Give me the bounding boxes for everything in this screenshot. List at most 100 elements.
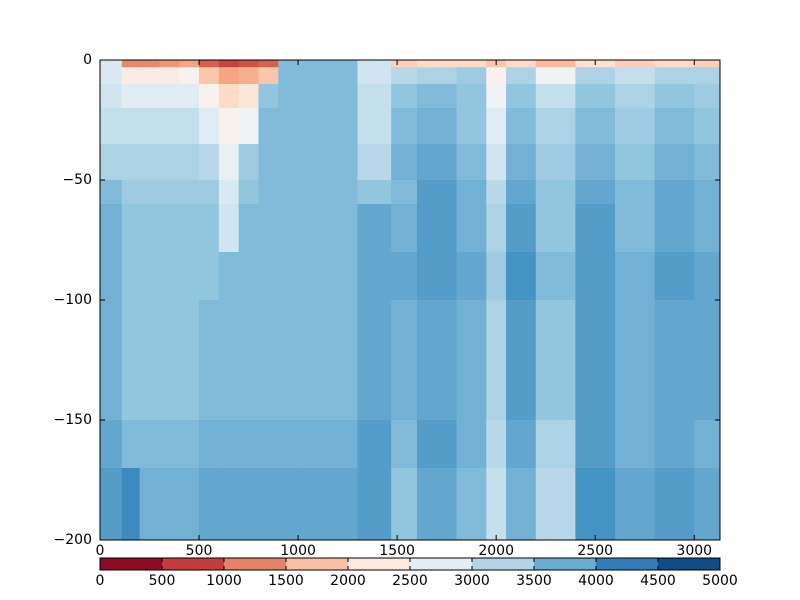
heatmap-cell: [139, 84, 160, 109]
colorbar-tick-label: 2000: [330, 573, 366, 589]
heatmap-cell: [238, 144, 259, 181]
heatmap-cell: [357, 420, 392, 469]
heatmap-cell: [139, 144, 160, 181]
heatmap-cell: [199, 108, 220, 145]
heatmap-cell: [615, 108, 656, 145]
y-tick-label: −50: [62, 172, 92, 188]
heatmap-cell: [179, 67, 200, 85]
heatmap-cell: [199, 84, 220, 109]
heatmap-cell: [258, 60, 279, 68]
heatmap-cell: [121, 84, 141, 109]
heatmap-cell: [100, 67, 123, 85]
heatmap-cell: [391, 144, 418, 181]
heatmap-cell: [258, 67, 279, 85]
heatmap-cell: [278, 420, 299, 469]
heatmap-cell: [456, 144, 487, 181]
heatmap-cell: [391, 420, 418, 469]
heatmap-cell: [694, 204, 721, 253]
heatmap-cell: [179, 468, 200, 541]
heatmap-cell: [238, 300, 259, 421]
heatmap-cell: [278, 252, 299, 301]
heatmap-cell: [456, 420, 487, 469]
y-tick-label: −150: [54, 412, 92, 428]
heatmap-cell: [139, 180, 160, 205]
heatmap-cell: [535, 252, 576, 301]
heatmap-cell: [615, 84, 656, 109]
heatmap-cell: [654, 144, 695, 181]
heatmap-cell: [199, 468, 220, 541]
heatmap-cell: [238, 67, 259, 85]
heatmap-cell: [278, 60, 299, 68]
heatmap-cell: [535, 204, 576, 253]
heatmap-cell: [506, 252, 537, 301]
colorbar-tick-label: 4000: [578, 573, 614, 589]
heatmap-cell: [139, 60, 160, 68]
heatmap-cell: [199, 67, 220, 85]
heatmap-cell: [357, 84, 392, 109]
heatmap-cell: [456, 300, 487, 421]
heatmap-cell: [416, 468, 458, 541]
heatmap-cell: [179, 204, 200, 253]
heatmap-cell: [139, 252, 160, 301]
heatmap-cell: [615, 180, 656, 205]
heatmap-cell: [298, 144, 359, 181]
heatmap-cell: [278, 300, 299, 421]
heatmap-cell: [238, 180, 259, 205]
heatmap-cell: [100, 84, 123, 109]
heatmap-cell: [159, 300, 180, 421]
heatmap-cell: [416, 84, 458, 109]
heatmap-cell: [179, 180, 200, 205]
heatmap-cell: [100, 420, 123, 469]
heatmap-cell: [357, 67, 392, 85]
colorbar-tick-label: 1000: [206, 573, 242, 589]
heatmap-cell: [416, 180, 458, 205]
heatmap-cell: [506, 108, 537, 145]
heatmap-cell: [391, 468, 418, 541]
heatmap-cell: [121, 252, 141, 301]
heatmap-cell: [121, 468, 141, 541]
heatmap-cell: [486, 144, 507, 181]
heatmap-cell: [575, 300, 616, 421]
heatmap-cell: [486, 420, 507, 469]
heatmap-cell: [139, 108, 160, 145]
heatmap-cell: [218, 67, 240, 85]
heatmap-cell: [179, 84, 200, 109]
heatmap-cell: [121, 420, 141, 469]
heatmap-cell: [654, 252, 695, 301]
heatmap-cell: [278, 144, 299, 181]
heatmap-cell: [218, 108, 240, 145]
heatmap-cell: [694, 180, 721, 205]
heatmap-cell: [159, 420, 180, 469]
heatmap-cell: [258, 468, 279, 541]
heatmap-cell: [575, 468, 616, 541]
heatmap-cell: [456, 108, 487, 145]
colorbar-tick-label: 2500: [392, 573, 428, 589]
heatmap-cell: [456, 60, 487, 68]
heatmap-cell: [694, 144, 721, 181]
heatmap-cell: [506, 60, 537, 68]
heatmap-cell: [575, 84, 616, 109]
heatmap-cell: [535, 67, 576, 85]
heatmap-cell: [506, 420, 537, 469]
colorbar-tick-label: 5000: [702, 573, 738, 589]
heatmap-cell: [694, 468, 721, 541]
heatmap-cell: [298, 180, 359, 205]
heatmap-cell: [654, 67, 695, 85]
heatmap-cell: [298, 84, 359, 109]
heatmap-cell: [258, 252, 279, 301]
heatmap-cell: [121, 60, 141, 68]
x-tick-label: 2000: [478, 543, 514, 559]
heatmap-cell: [654, 468, 695, 541]
heatmap-cell: [218, 180, 240, 205]
heatmap-cell: [199, 300, 220, 421]
heatmap-cell: [535, 60, 576, 68]
heatmap-cell: [486, 180, 507, 205]
heatmap-cell: [238, 108, 259, 145]
heatmap-cell: [391, 60, 418, 68]
heatmap-cell: [278, 108, 299, 145]
heatmap-cell: [298, 300, 359, 421]
heatmap-cell: [535, 144, 576, 181]
heatmap-cell: [535, 300, 576, 421]
heatmap-cell: [391, 252, 418, 301]
x-tick-label: 500: [186, 543, 213, 559]
